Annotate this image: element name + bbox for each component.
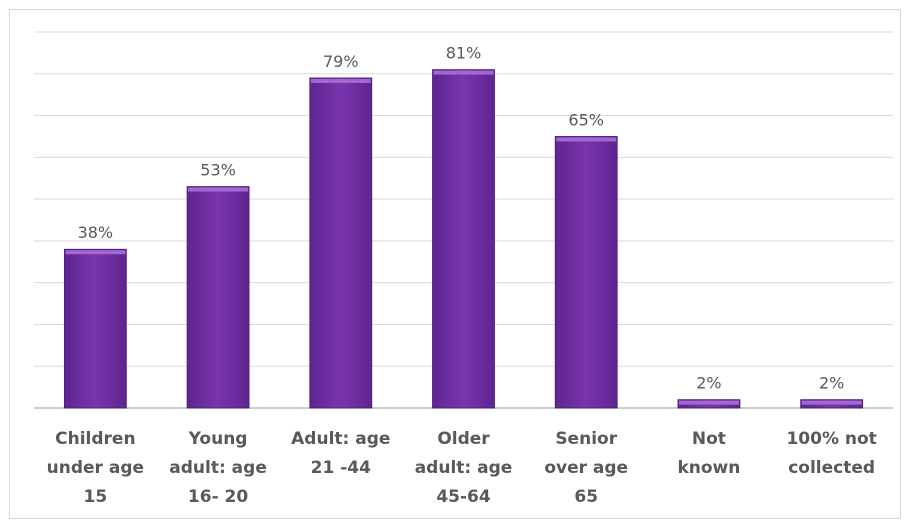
x-tick-label: 21 -44 <box>311 458 371 478</box>
x-tick-label: under age <box>47 458 144 478</box>
x-tick-label: 100% not <box>786 429 876 449</box>
x-tick-label: known <box>677 458 740 478</box>
bar-highlight <box>65 250 126 255</box>
data-label: 81% <box>446 44 482 63</box>
x-tick-label: Not <box>692 429 726 449</box>
bar <box>554 136 618 409</box>
data-label: 65% <box>568 110 604 129</box>
x-axis-labels: Children under age 15 Young adult: age 16- 20… <box>47 429 877 507</box>
data-label: 2% <box>696 374 721 393</box>
data-label: 53% <box>200 161 236 180</box>
x-tick-label: Senior <box>555 429 617 449</box>
x-tick-label: collected <box>788 458 875 478</box>
x-tick-label: over age <box>544 458 628 478</box>
x-tick-label: Adult: age <box>291 429 390 449</box>
data-labels: 38% 53% 79% 81% 65% 2% 2% <box>78 44 845 393</box>
data-label: 2% <box>819 374 844 393</box>
bar-highlight <box>678 400 739 405</box>
x-tick-label: Young <box>188 429 248 449</box>
x-tick-label: 65 <box>574 487 598 507</box>
bar-highlight <box>801 400 862 405</box>
bar-highlight <box>556 137 617 142</box>
bar <box>432 69 495 409</box>
x-tick-label: Children <box>55 429 135 449</box>
bar <box>186 186 250 409</box>
x-tick-label: 45-64 <box>436 487 491 507</box>
data-label: 38% <box>78 223 114 242</box>
bar-highlight <box>310 78 371 83</box>
x-tick-label: 16- 20 <box>188 487 248 507</box>
x-tick-label: adult: age <box>169 458 267 478</box>
bar <box>63 248 127 409</box>
bar-highlight <box>433 70 494 75</box>
data-label: 79% <box>323 52 359 71</box>
x-tick-label: Older <box>437 429 490 449</box>
bars <box>63 69 864 409</box>
x-tick-label: adult: age <box>415 458 513 478</box>
bar <box>309 77 373 409</box>
bar-highlight <box>188 187 249 192</box>
x-tick-label: 15 <box>84 487 108 507</box>
